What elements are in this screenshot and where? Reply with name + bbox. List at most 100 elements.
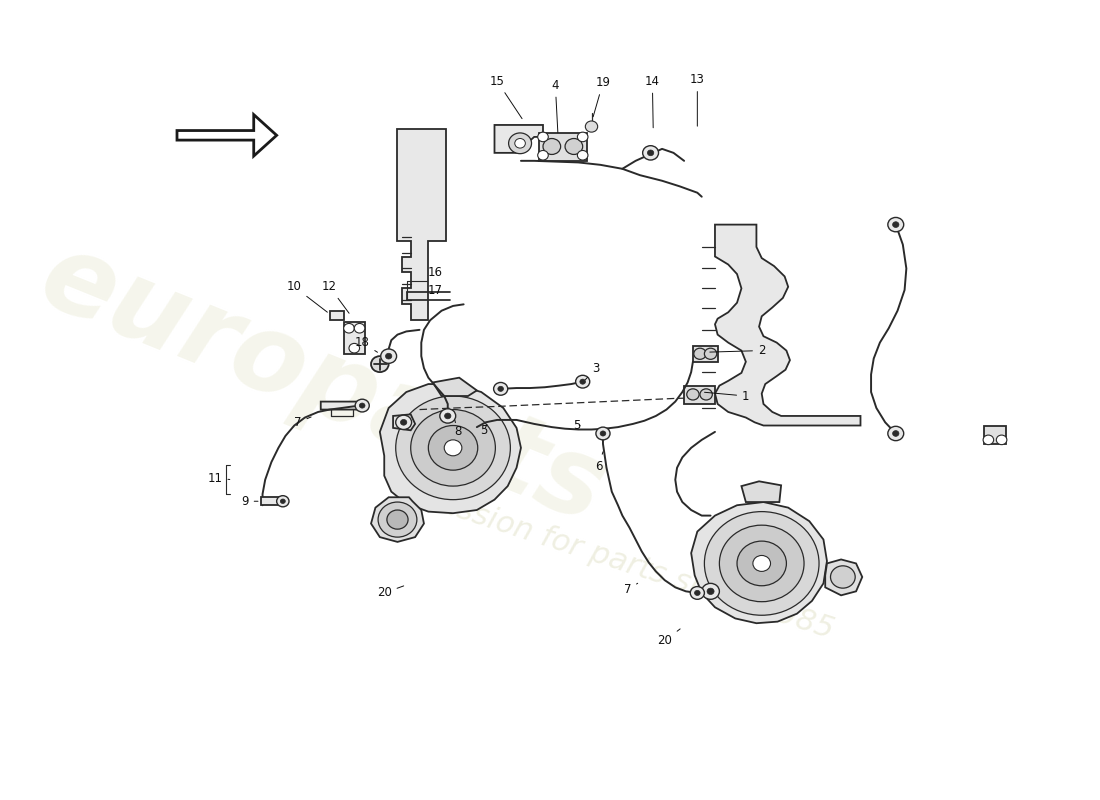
Polygon shape (539, 133, 587, 161)
Text: 2: 2 (710, 344, 766, 357)
Text: 3: 3 (585, 362, 600, 380)
Circle shape (892, 222, 899, 227)
Circle shape (378, 502, 417, 537)
Polygon shape (495, 125, 543, 153)
Circle shape (704, 512, 820, 615)
Circle shape (578, 150, 588, 160)
Text: 6: 6 (595, 452, 603, 473)
Circle shape (686, 389, 700, 400)
Text: 8: 8 (454, 420, 461, 438)
Circle shape (892, 430, 899, 436)
Circle shape (830, 566, 855, 588)
Polygon shape (371, 498, 424, 542)
Circle shape (997, 435, 1006, 445)
Circle shape (983, 435, 993, 445)
Circle shape (494, 382, 508, 395)
Circle shape (387, 510, 408, 529)
Circle shape (360, 403, 365, 408)
Circle shape (444, 440, 462, 456)
Circle shape (349, 343, 360, 353)
Text: 14: 14 (645, 74, 660, 128)
Circle shape (888, 426, 904, 441)
Circle shape (888, 218, 904, 232)
Text: 4: 4 (551, 78, 559, 133)
Polygon shape (343, 322, 365, 354)
Circle shape (400, 419, 407, 425)
Circle shape (578, 132, 588, 142)
Circle shape (700, 389, 713, 400)
Text: 17: 17 (428, 284, 443, 298)
Polygon shape (691, 502, 827, 623)
Polygon shape (330, 310, 343, 320)
Polygon shape (684, 386, 715, 404)
Polygon shape (397, 129, 446, 320)
Text: europarts: europarts (25, 222, 620, 546)
Polygon shape (693, 346, 717, 362)
Circle shape (585, 121, 597, 132)
Circle shape (707, 588, 714, 594)
Text: 18: 18 (355, 336, 377, 352)
Circle shape (694, 590, 701, 595)
Text: 19: 19 (593, 76, 611, 117)
Polygon shape (825, 559, 862, 595)
Circle shape (371, 356, 388, 372)
Polygon shape (984, 426, 1006, 444)
Circle shape (440, 409, 455, 423)
Text: 11: 11 (208, 472, 230, 485)
Circle shape (538, 150, 548, 160)
Circle shape (596, 427, 611, 440)
Circle shape (343, 323, 354, 333)
Circle shape (538, 132, 548, 142)
Circle shape (515, 138, 526, 148)
Circle shape (543, 138, 561, 154)
Text: 15: 15 (490, 74, 522, 118)
Polygon shape (379, 384, 521, 514)
Circle shape (702, 583, 719, 599)
Text: 12: 12 (322, 280, 349, 314)
Text: 5: 5 (573, 419, 580, 432)
Circle shape (444, 413, 451, 419)
Circle shape (648, 150, 653, 156)
Polygon shape (715, 225, 860, 426)
Text: 20: 20 (658, 629, 680, 647)
Circle shape (601, 431, 606, 436)
Polygon shape (741, 482, 781, 502)
Circle shape (381, 349, 397, 363)
Polygon shape (432, 378, 477, 396)
Text: 9: 9 (241, 494, 258, 508)
Circle shape (277, 496, 289, 507)
Polygon shape (261, 498, 283, 506)
Polygon shape (393, 414, 415, 430)
Polygon shape (321, 402, 362, 410)
Circle shape (396, 415, 411, 430)
Circle shape (694, 348, 706, 359)
Circle shape (280, 499, 285, 503)
Circle shape (691, 586, 704, 599)
Circle shape (719, 525, 804, 602)
Circle shape (354, 323, 365, 333)
Circle shape (737, 541, 786, 586)
Circle shape (498, 386, 504, 391)
Circle shape (385, 354, 392, 359)
Text: 10: 10 (287, 280, 328, 312)
Circle shape (565, 138, 583, 154)
Circle shape (355, 399, 370, 412)
Circle shape (642, 146, 659, 160)
Circle shape (752, 555, 770, 571)
Text: 13: 13 (690, 73, 705, 126)
Text: a passion for parts since 1985: a passion for parts since 1985 (389, 474, 837, 645)
Circle shape (508, 133, 531, 154)
Circle shape (704, 348, 717, 359)
Text: 7: 7 (624, 583, 638, 596)
Text: 1: 1 (704, 390, 749, 402)
Circle shape (396, 396, 510, 500)
Text: 20: 20 (377, 586, 404, 599)
Circle shape (428, 426, 477, 470)
Circle shape (580, 379, 585, 384)
Text: 7: 7 (294, 416, 311, 429)
Text: 16: 16 (428, 266, 443, 279)
Circle shape (410, 410, 495, 486)
Circle shape (575, 375, 590, 388)
Text: 5: 5 (481, 424, 487, 437)
Polygon shape (177, 114, 277, 156)
